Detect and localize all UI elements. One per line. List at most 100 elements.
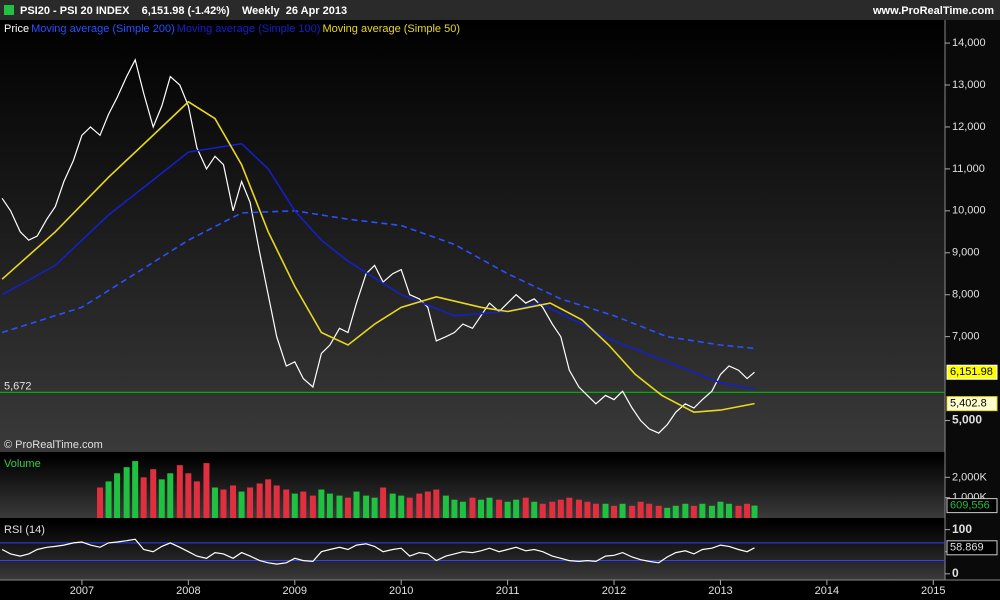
volume-bar [629,505,636,518]
volume-bar [690,505,697,518]
volume-bar [725,503,732,518]
series-line [1,209,755,350]
volume-bar [522,497,529,518]
volume-bar [283,489,290,518]
volume-bar [230,485,237,518]
volume-bar [326,493,333,518]
volume-bar [566,497,573,518]
series-line [1,100,755,414]
y-tick-label: 0 [952,566,959,580]
volume-bar [300,491,307,518]
volume-bar [132,461,139,518]
x-tick-label: 2010 [389,585,413,597]
volume-bar [513,499,520,518]
volume-bar [539,503,546,518]
volume-bar [247,487,254,518]
volume-bar [220,489,227,518]
volume-bar [123,467,130,518]
value-label: 5,402.8 [950,398,987,410]
volume-bar [735,505,742,518]
volume-bar [451,499,458,518]
value-label: 58.869 [950,542,984,554]
volume-bar [185,473,192,518]
rsi-title: RSI (14) [4,524,45,536]
legend-entry: Moving average (Simple 100) [177,23,321,35]
volume-bar [371,497,378,518]
value-label-box [946,364,998,380]
y-tick-label: 13,000 [952,79,986,91]
header-bar [0,0,1000,20]
y-tick-label: 5,000 [952,413,982,427]
volume-bar [105,481,112,518]
volume-bar [531,501,538,518]
y-tick-label: 7,000 [952,331,980,343]
volume-bar [751,505,758,518]
volume-bar [167,473,174,518]
volume-bar [557,499,564,518]
value-label: 6,151.98 [950,366,993,378]
x-tick-label: 2011 [496,585,520,597]
value-label: 609,556 [950,500,990,512]
volume-bar [744,503,751,518]
volume-bar [265,479,272,518]
volume-bar [318,489,325,518]
volume-bar [504,501,511,518]
volume-bar [549,501,556,518]
volume-bar [433,489,440,518]
x-tick-label: 2015 [921,585,945,597]
volume-bar [353,491,360,518]
volume-bar [496,499,503,518]
volume-bar [389,493,396,518]
x-tick-label: 2012 [602,585,626,597]
volume-bar [602,503,609,518]
value-label-box [946,396,998,412]
support-label: 5,672 [4,380,32,392]
volume-bar [717,501,724,518]
volume-bar [193,481,200,518]
value-label-box [946,540,998,556]
volume-bar [97,487,104,518]
volume-bar [646,503,653,518]
volume-bar [664,507,671,518]
copyright: © ProRealTime.com [4,439,103,451]
volume-title: Volume [4,458,41,470]
volume-bar [637,501,644,518]
volume-bar [344,497,351,518]
y-tick-label: 11,000 [952,163,985,175]
volume-bar [416,493,423,518]
x-tick-label: 2013 [708,585,732,597]
volume-bar [211,487,218,518]
x-tick-label: 2009 [283,585,307,597]
rsi-line [1,538,755,565]
legend: Price Moving average (Simple 200) Moving a… [4,23,460,35]
volume-bar [291,493,298,518]
y-tick-label: 100 [952,522,972,536]
volume-bar [575,499,582,518]
y-tick-label: 8,000 [952,289,980,301]
legend-entry: Moving average (Simple 50) [322,23,460,35]
volume-bar [584,501,591,518]
volume-bar [708,505,715,518]
y-tick-label: 2,000K [952,471,988,483]
volume-bar [256,483,263,518]
volume-bar [140,477,147,518]
rsi-panel [0,523,945,580]
volume-bar [592,503,599,518]
x-tick-label: 2008 [176,585,200,597]
volume-bar [114,473,121,518]
legend-entry: Moving average (Simple 200) [31,23,175,35]
volume-bar [309,495,316,518]
volume-bar [486,497,493,518]
y-tick-label: 9,000 [952,247,980,259]
volume-bar [398,495,405,518]
price-panel [0,20,945,452]
volume-bar [611,505,618,518]
volume-bar [469,497,476,518]
volume-bar [459,501,466,518]
volume-bar [406,497,413,518]
volume-bar [655,505,662,518]
volume-bar [150,469,157,518]
y-tick-label: 14,000 [952,37,986,49]
value-label-box [946,498,998,514]
